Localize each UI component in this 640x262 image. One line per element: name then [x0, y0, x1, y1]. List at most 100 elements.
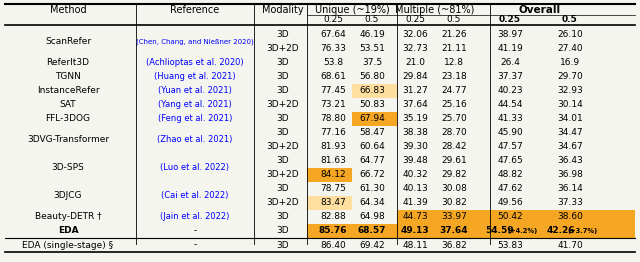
- Text: 46.19: 46.19: [359, 30, 385, 39]
- Text: 50.83: 50.83: [359, 100, 385, 109]
- Text: 78.75: 78.75: [320, 184, 346, 193]
- Bar: [307, 195, 352, 210]
- Bar: [352, 112, 397, 125]
- Text: 48.11: 48.11: [402, 241, 428, 249]
- Text: 36.14: 36.14: [557, 184, 583, 193]
- Text: 29.61: 29.61: [441, 156, 467, 165]
- Text: 32.73: 32.73: [402, 44, 428, 53]
- Text: 47.57: 47.57: [497, 142, 523, 151]
- Text: 25.70: 25.70: [441, 114, 467, 123]
- Text: Reference: Reference: [170, 5, 220, 15]
- Text: 0.5: 0.5: [447, 14, 461, 24]
- Text: (Feng et al. 2021): (Feng et al. 2021): [158, 114, 232, 123]
- Text: 0.5: 0.5: [365, 14, 379, 24]
- Text: 24.77: 24.77: [441, 86, 467, 95]
- Text: 36.82: 36.82: [441, 241, 467, 249]
- Text: 34.01: 34.01: [557, 114, 583, 123]
- Text: 29.70: 29.70: [557, 72, 583, 81]
- Text: 3D: 3D: [276, 156, 289, 165]
- Text: 37.37: 37.37: [497, 72, 523, 81]
- Text: 3D+2D: 3D+2D: [267, 198, 300, 207]
- Text: 12.8: 12.8: [444, 58, 464, 67]
- Text: Beauty-DETR †: Beauty-DETR †: [35, 212, 101, 221]
- Text: (Chen, Chang, and Nießner 2020): (Chen, Chang, and Nießner 2020): [136, 38, 254, 45]
- Text: 83.47: 83.47: [320, 198, 346, 207]
- Bar: [580, 210, 635, 223]
- Text: 37.5: 37.5: [362, 58, 382, 67]
- Text: 66.83: 66.83: [359, 86, 385, 95]
- Text: 26.4: 26.4: [500, 58, 520, 67]
- Text: 66.72: 66.72: [359, 170, 385, 179]
- Text: 33.97: 33.97: [441, 212, 467, 221]
- Text: 60.64: 60.64: [359, 142, 385, 151]
- Text: 67.94: 67.94: [359, 114, 385, 123]
- Text: TGNN: TGNN: [55, 72, 81, 81]
- Text: 85.76: 85.76: [319, 226, 348, 235]
- Text: 42.26: 42.26: [547, 226, 575, 235]
- Text: 0.25: 0.25: [323, 14, 343, 24]
- Text: 3D: 3D: [276, 86, 289, 95]
- Text: 21.11: 21.11: [441, 44, 467, 53]
- Text: 28.42: 28.42: [441, 142, 467, 151]
- Text: ScanRefer: ScanRefer: [45, 37, 91, 46]
- Bar: [352, 84, 397, 97]
- Text: (Yang et al. 2021): (Yang et al. 2021): [158, 100, 232, 109]
- Text: 53.51: 53.51: [359, 44, 385, 53]
- Text: 64.98: 64.98: [359, 212, 385, 221]
- Text: Multiple (~81%): Multiple (~81%): [395, 5, 474, 15]
- Text: 73.21: 73.21: [320, 100, 346, 109]
- Text: 58.47: 58.47: [359, 128, 385, 137]
- Bar: [307, 223, 352, 237]
- Text: 31.27: 31.27: [402, 86, 428, 95]
- Text: 68.61: 68.61: [320, 72, 346, 81]
- Text: 56.80: 56.80: [359, 72, 385, 81]
- Text: 23.18: 23.18: [441, 72, 467, 81]
- Text: 3D: 3D: [276, 114, 289, 123]
- Bar: [352, 223, 397, 237]
- Text: 45.90: 45.90: [497, 128, 523, 137]
- Text: 41.70: 41.70: [557, 241, 583, 249]
- Text: 25.16: 25.16: [441, 100, 467, 109]
- Text: (Huang et al. 2021): (Huang et al. 2021): [154, 72, 236, 81]
- Text: 48.82: 48.82: [497, 170, 523, 179]
- Text: 21.0: 21.0: [405, 58, 425, 67]
- Text: 32.06: 32.06: [402, 30, 428, 39]
- Text: 68.57: 68.57: [358, 226, 387, 235]
- Text: SAT: SAT: [60, 100, 76, 109]
- Bar: [307, 167, 352, 182]
- Text: -: -: [193, 241, 196, 249]
- Text: (Jain et al. 2022): (Jain et al. 2022): [160, 212, 230, 221]
- Text: 69.42: 69.42: [359, 241, 385, 249]
- Text: 38.38: 38.38: [402, 128, 428, 137]
- Text: 36.98: 36.98: [557, 170, 583, 179]
- Text: EDA: EDA: [58, 226, 78, 235]
- Text: EDA (single-stage) §: EDA (single-stage) §: [22, 241, 113, 249]
- Text: 26.10: 26.10: [557, 30, 583, 39]
- Text: 32.93: 32.93: [557, 86, 583, 95]
- Text: (Zhao et al. 2021): (Zhao et al. 2021): [157, 135, 233, 144]
- Text: 54.59: 54.59: [486, 226, 515, 235]
- Text: Modality: Modality: [262, 5, 304, 15]
- Text: 3D: 3D: [276, 72, 289, 81]
- Bar: [580, 223, 635, 237]
- Bar: [397, 223, 440, 237]
- Text: (Yuan et al. 2021): (Yuan et al. 2021): [158, 86, 232, 95]
- Bar: [440, 210, 490, 223]
- Text: 3D: 3D: [276, 226, 289, 235]
- Text: 47.62: 47.62: [497, 184, 523, 193]
- Text: 77.45: 77.45: [320, 86, 346, 95]
- Text: 41.39: 41.39: [402, 198, 428, 207]
- Text: 3D: 3D: [276, 184, 289, 193]
- Text: InstanceRefer: InstanceRefer: [36, 86, 99, 95]
- Text: Method: Method: [50, 5, 86, 15]
- Text: 16.9: 16.9: [560, 58, 580, 67]
- Bar: [490, 223, 580, 237]
- Text: 0.25: 0.25: [499, 14, 521, 24]
- Text: 39.30: 39.30: [402, 142, 428, 151]
- Text: (+3.7%): (+3.7%): [567, 227, 597, 233]
- Text: 50.42: 50.42: [497, 212, 523, 221]
- Bar: [490, 210, 580, 223]
- Text: 3DVG-Transformer: 3DVG-Transformer: [27, 135, 109, 144]
- Text: Unique (~19%): Unique (~19%): [315, 5, 390, 15]
- Text: 38.60: 38.60: [557, 212, 583, 221]
